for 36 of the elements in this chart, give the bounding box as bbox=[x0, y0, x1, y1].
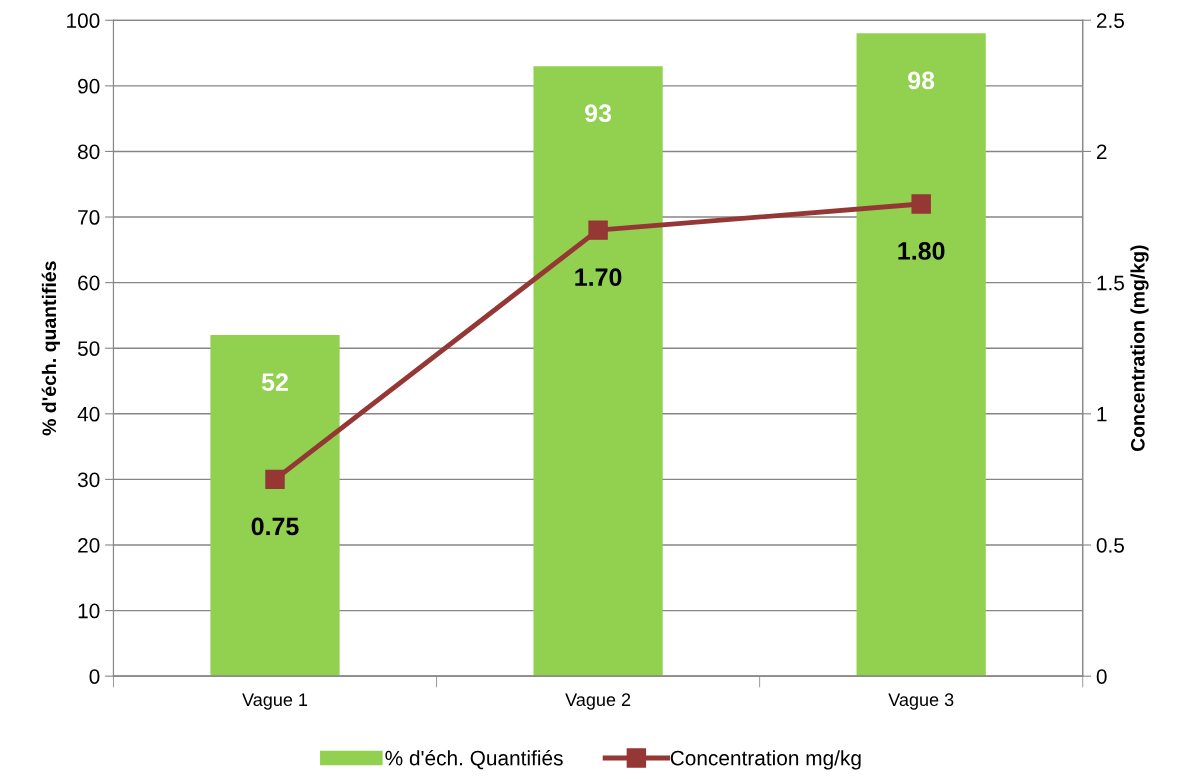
point bbox=[265, 469, 285, 490]
y-tick-label: 20 bbox=[78, 537, 100, 553]
y2-axis-title: Concentration (mg/kg) bbox=[1130, 245, 1149, 452]
y-axis-title: % d'éch. quantifiés bbox=[41, 261, 60, 436]
y-tick-label: 0 bbox=[89, 669, 100, 684]
y-tick-label: 30 bbox=[77, 472, 100, 488]
legend-label: % d'éch. Quantifiés bbox=[385, 749, 563, 770]
y2-tick-label: 2 bbox=[1096, 144, 1107, 159]
y2-tick-label: 2.5 bbox=[1096, 13, 1124, 29]
x-tick-label: Vague 2 bbox=[565, 693, 631, 710]
data-label: 52 bbox=[261, 373, 288, 391]
bar bbox=[210, 335, 340, 677]
y-tick-label: 90 bbox=[78, 78, 100, 94]
y2-tick-label: 1.5 bbox=[1097, 275, 1124, 291]
point bbox=[588, 220, 608, 240]
bar bbox=[856, 33, 986, 677]
y2-tick-label: 0 bbox=[1096, 669, 1107, 684]
y-tick-label: 70 bbox=[78, 210, 100, 225]
data-label: 0.75 bbox=[251, 517, 299, 536]
point bbox=[911, 194, 931, 214]
y-tick-label: 100 bbox=[67, 13, 100, 29]
x-tick-label: Vague 3 bbox=[888, 693, 954, 710]
data-label: 1.70 bbox=[575, 268, 622, 287]
legend-label: Concentration mg/kg bbox=[670, 750, 861, 770]
y2-tick-label: 1 bbox=[1097, 407, 1107, 422]
y-tick-label: 50 bbox=[77, 341, 100, 356]
data-label: 98 bbox=[908, 71, 935, 90]
data-label: 1.80 bbox=[898, 242, 945, 260]
y2-tick-label: 0.5 bbox=[1096, 537, 1124, 553]
data-label: 93 bbox=[585, 104, 612, 123]
bar bbox=[533, 66, 663, 677]
y-tick-label: 40 bbox=[77, 406, 100, 422]
y-tick-label: 10 bbox=[78, 603, 100, 619]
y-tick-label: 60 bbox=[78, 275, 100, 291]
y-tick-label: 80 bbox=[78, 144, 100, 160]
x-tick-label: Vague 1 bbox=[242, 693, 308, 710]
